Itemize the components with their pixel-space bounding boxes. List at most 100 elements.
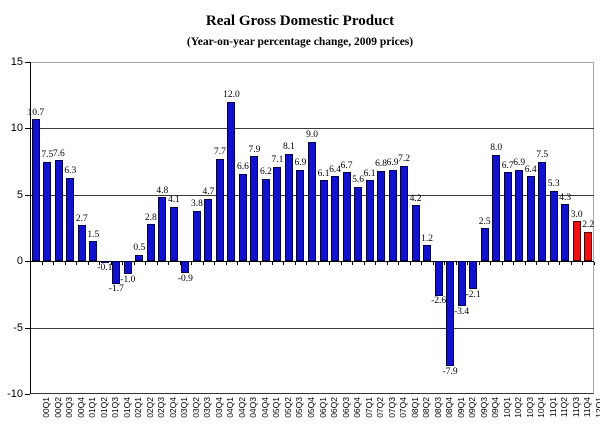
xaxis-label-09Q1: 09Q1: [455, 397, 466, 418]
xaxis-label-04Q3: 04Q3: [248, 397, 259, 418]
bar-value-04Q1: 7.7: [213, 147, 226, 158]
bar-value-09Q1: -7.9: [442, 366, 458, 377]
xaxis-label-02Q3: 02Q3: [156, 397, 167, 418]
bar-02Q3: [146, 224, 155, 262]
bar-value-04Q2: 12.0: [223, 90, 240, 101]
xaxis-label-08Q2: 08Q2: [421, 397, 432, 418]
bar-value-10Q2: 6.7: [501, 160, 514, 171]
xaxis-label-01Q1: 01Q1: [87, 397, 98, 418]
xaxis-label-10Q1: 10Q1: [501, 397, 512, 418]
xaxis-label-08Q1: 08Q1: [409, 397, 420, 418]
category-tick: [594, 262, 595, 265]
bar-10Q3: [515, 169, 524, 262]
bar-01Q3: [100, 261, 109, 264]
xaxis-label-11Q2: 11Q2: [559, 397, 570, 418]
xaxis-label-07Q2: 07Q2: [375, 397, 386, 418]
bar-value-07Q2: 6.1: [363, 168, 376, 179]
bar-01Q1: [77, 225, 86, 262]
bar-10Q1: [492, 154, 501, 262]
ytick-mark--5: [25, 328, 30, 329]
bar-11Q2: [549, 190, 558, 262]
category-tick: [387, 262, 388, 265]
bar-value-11Q4: 3.0: [570, 209, 583, 220]
bar-03Q3: [192, 210, 201, 262]
bar-value-00Q4: 6.3: [64, 166, 77, 177]
category-tick: [329, 262, 330, 265]
xaxis-label-06Q2: 06Q2: [329, 397, 339, 418]
category-tick: [571, 262, 572, 265]
category-tick: [99, 262, 100, 265]
xaxis-label-03Q3: 03Q3: [202, 397, 213, 418]
bar-value-02Q1: -1.0: [120, 274, 136, 285]
bar-05Q4: [296, 169, 305, 262]
ytick-mark-15: [25, 62, 30, 63]
bar-06Q1: [308, 141, 316, 262]
category-tick: [582, 262, 583, 265]
bar-value-02Q2: 0.5: [133, 243, 146, 254]
category-tick: [410, 262, 411, 265]
bar-value-04Q3: 6.6: [237, 162, 249, 173]
bar-02Q1: [123, 261, 132, 275]
category-tick: [134, 262, 135, 265]
category-tick: [191, 262, 192, 265]
xaxis-label-09Q3: 09Q3: [478, 397, 489, 418]
bar-value-05Q1: 6.2: [260, 167, 272, 178]
bar-11Q1: [538, 161, 547, 262]
xaxis-label-07Q3: 07Q3: [386, 397, 397, 418]
bar-value-03Q1: 4.1: [167, 195, 180, 206]
bar-12Q1: [584, 231, 593, 262]
bar-07Q1: [354, 186, 363, 262]
bar-00Q1: [31, 119, 40, 262]
xaxis-label-06Q3: 06Q3: [340, 397, 351, 418]
category-tick: [559, 262, 560, 265]
category-tick: [306, 262, 307, 265]
bar-value-08Q3: 1.2: [421, 233, 434, 244]
value-axis: [30, 62, 31, 394]
category-tick: [76, 262, 77, 265]
category-tick: [203, 262, 204, 265]
bar-11Q4: [572, 221, 581, 262]
bar-value-01Q1: 2.7: [75, 213, 88, 224]
xaxis-label-04Q2: 04Q2: [236, 397, 247, 418]
category-tick: [295, 262, 296, 265]
chart-title: Real Gross Domestic Product: [205, 13, 395, 29]
category-tick: [272, 262, 273, 265]
category-tick: [548, 262, 549, 265]
bar-07Q3: [377, 170, 386, 262]
bar-value-02Q3: 2.8: [144, 212, 157, 223]
bar-07Q4: [388, 169, 397, 262]
ytick-label-15: 15: [10, 56, 23, 68]
xaxis-label-05Q4: 05Q4: [305, 397, 316, 418]
category-tick: [318, 262, 319, 265]
chart-subtitle: (Year-on-year percentage change, 2009 pr…: [186, 36, 414, 48]
xaxis-label-04Q1: 04Q1: [225, 397, 236, 418]
gridline-10: [30, 128, 594, 129]
xaxis-label-08Q3: 08Q3: [432, 397, 443, 418]
xaxis-label-02Q1: 02Q1: [133, 397, 144, 418]
bar-value-00Q3: 7.6: [52, 148, 65, 159]
category-tick: [226, 262, 227, 265]
bar-value-03Q4: 4.7: [202, 187, 215, 198]
bar-value-05Q4: 6.9: [294, 158, 307, 169]
xaxis-label-00Q4: 00Q4: [75, 397, 86, 418]
category-tick: [168, 262, 169, 265]
xaxis-label-04Q4: 04Q4: [259, 397, 270, 418]
ytick-mark-0: [25, 261, 30, 262]
bar-00Q3: [54, 160, 63, 262]
bar-value-09Q2: -3.4: [454, 306, 470, 317]
xaxis-label-10Q2: 10Q2: [513, 397, 524, 418]
xaxis-label-05Q1: 05Q1: [271, 397, 282, 418]
category-tick: [375, 262, 376, 265]
ytick-label--5: -5: [13, 322, 23, 334]
gridline--5: [30, 328, 594, 329]
xaxis-label-06Q4: 06Q4: [352, 397, 363, 418]
bar-value-03Q3: 3.8: [190, 199, 203, 210]
bar-value-06Q2: 6.1: [317, 168, 330, 179]
category-tick: [490, 262, 491, 265]
xaxis-label-12Q1: 12Q1: [593, 397, 600, 418]
bar-value-04Q4: 7.9: [248, 144, 261, 155]
bar-08Q2: [411, 205, 420, 262]
category-tick: [214, 262, 215, 265]
xaxis-label-11Q4: 11Q4: [582, 397, 593, 418]
bar-09Q3: [469, 261, 478, 290]
